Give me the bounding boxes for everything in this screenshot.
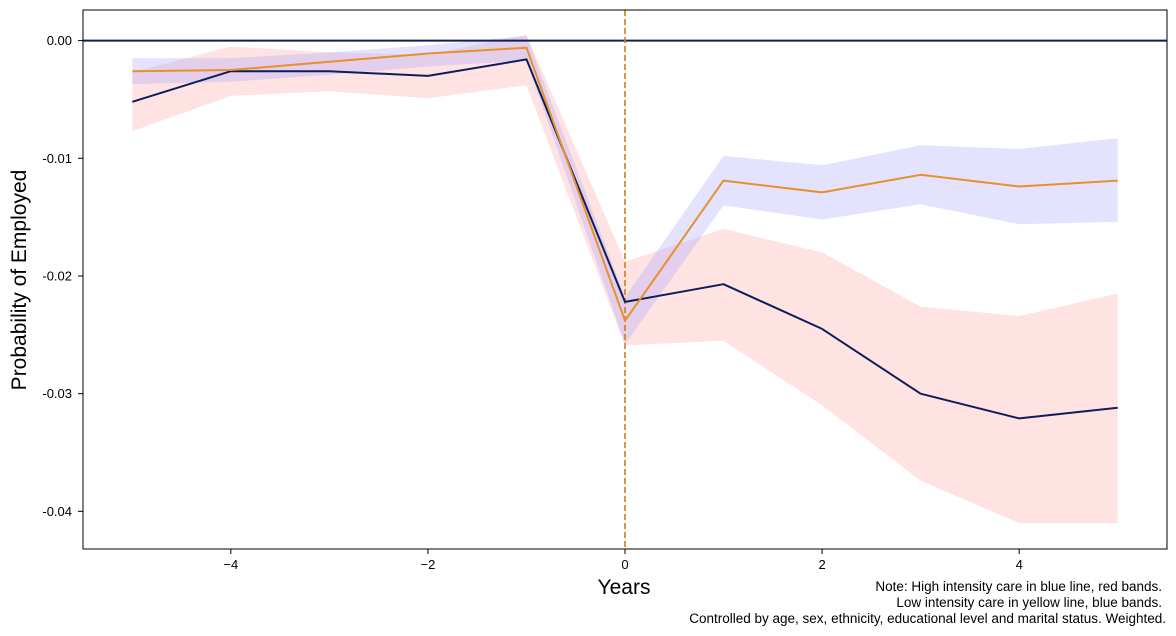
series-line-2	[132, 46, 1118, 322]
y-tick-label: -0.03	[42, 386, 72, 401]
x-tick-label: 2	[818, 557, 825, 572]
note-line-2: Low intensity care in yellow line, blue …	[896, 595, 1162, 610]
note-line-3: Controlled by age, sex, ethnicity, educa…	[689, 611, 1166, 626]
x-tick-label: 4	[1016, 557, 1023, 572]
note-line-1: Note: High intensity care in blue line, …	[875, 579, 1162, 594]
x-tick-label: −4	[223, 557, 238, 572]
y-tick-label: -0.02	[42, 268, 72, 283]
series-line-1	[132, 58, 1118, 420]
confidence-bands	[132, 34, 1118, 524]
x-tick-label: −2	[420, 557, 435, 572]
series-lines	[132, 46, 1118, 420]
y-tick-label: -0.01	[42, 151, 72, 166]
y-tick-label: 0.00	[47, 33, 72, 48]
confidence-band-2	[132, 35, 1118, 345]
y-tick-label: -0.04	[42, 504, 72, 519]
x-axis-ticks: −4 −2 0 2 4	[223, 549, 1023, 572]
x-tick-label: 0	[621, 557, 628, 572]
y-axis-ticks: 0.00 -0.01 -0.02 -0.03 -0.04	[42, 33, 83, 519]
y-axis-title: Probability of Employed	[8, 170, 31, 391]
x-axis-title: Years	[598, 576, 651, 599]
confidence-band-1	[132, 34, 1118, 524]
reference-lines	[83, 10, 1167, 549]
